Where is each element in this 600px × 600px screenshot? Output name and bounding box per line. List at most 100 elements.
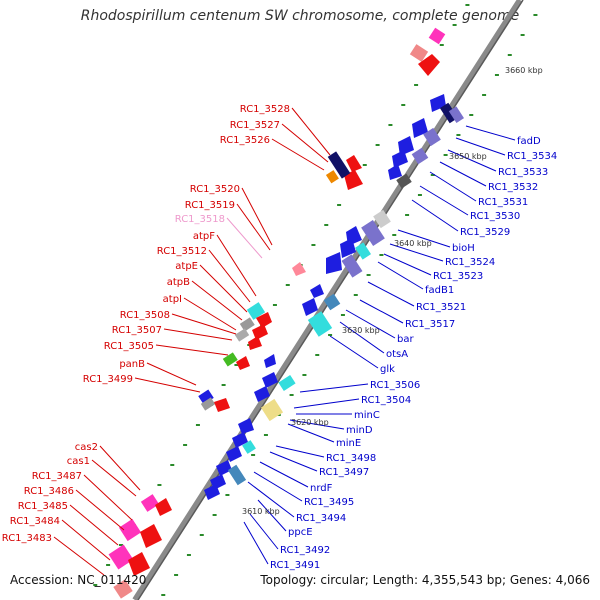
gene-label[interactable]: fadD [517,136,541,147]
gene-label[interactable]: panB [119,359,145,370]
gene-label[interactable]: RC1_3497 [319,467,369,478]
gene-glyph[interactable] [428,27,446,45]
gene-glyph[interactable] [242,440,256,454]
gene-label[interactable]: RC1_3529 [460,227,510,238]
gene-label[interactable]: RC1_3528 [240,104,290,115]
gene-arrow[interactable] [238,418,254,434]
gene-label[interactable]: RC1_3527 [230,120,280,131]
gene-label[interactable]: cas2 [75,442,98,453]
gene-label[interactable]: atpF [193,231,215,242]
gene-label[interactable]: RC1_3520 [190,184,240,195]
gene-arrow[interactable] [340,238,356,258]
gene-label[interactable]: RC1_3505 [104,341,154,352]
gene-glyph[interactable] [307,311,333,337]
gene-label[interactable]: RC1_3491 [270,560,320,571]
gene-glyph[interactable] [323,293,341,311]
gene-label[interactable]: RC1_3518 [175,214,225,225]
gene-label[interactable]: RC1_3531 [478,197,528,208]
gene-arrow[interactable] [128,552,150,576]
gene-glyph[interactable] [227,464,247,486]
gene-glyph[interactable] [222,352,238,367]
gene-glyph[interactable] [325,170,339,184]
gene-label[interactable]: RC1_3494 [296,513,346,524]
gene-glyph[interactable] [411,147,429,165]
gene-glyph[interactable] [396,173,412,189]
gene-arrow[interactable] [236,356,250,370]
gene-label[interactable]: RC1_3504 [361,395,411,406]
gene-glyph[interactable] [361,219,385,247]
gene-glyph[interactable] [448,106,465,124]
gene-glyph[interactable] [113,579,133,599]
gene-label[interactable]: atpI [163,294,182,305]
gene-label[interactable]: RC1_3508 [120,310,170,321]
gene-arrow[interactable] [344,170,363,190]
gene-arrow[interactable] [264,354,276,368]
gene-label[interactable]: otsA [386,349,408,360]
gene-label[interactable]: RC1_3519 [185,200,235,211]
gene-arrow[interactable] [292,262,306,276]
gene-arrow[interactable] [216,460,232,476]
gene-arrow[interactable] [214,398,230,412]
gene-arrow[interactable] [262,372,278,388]
gene-arrow[interactable] [254,386,270,402]
gene-label[interactable]: atpB [167,277,190,288]
gene-glyph[interactable] [354,242,372,260]
gene-arrow[interactable] [155,498,172,516]
gene-label[interactable]: RC1_3498 [326,453,376,464]
gene-label[interactable]: bar [397,334,414,345]
gene-glyph[interactable] [423,127,441,147]
gene-glyph[interactable] [246,302,266,320]
gene-label[interactable]: bioH [452,243,475,254]
gene-label[interactable]: minD [346,425,373,436]
gene-glyph[interactable] [108,544,134,570]
gene-glyph[interactable] [278,374,296,392]
gene-glyph[interactable] [234,328,250,342]
gene-label[interactable]: glk [380,364,395,375]
gene-arrow[interactable] [388,164,402,180]
gene-glyph[interactable] [341,254,363,278]
gene-label[interactable]: RC1_3499 [83,374,133,385]
gene-glyph[interactable] [373,209,391,229]
gene-arrow[interactable] [310,284,324,298]
gene-label[interactable]: RC1_3495 [304,497,354,508]
gene-arrow[interactable] [256,312,272,328]
gene-label[interactable]: RC1_3487 [32,471,82,482]
gene-label[interactable]: RC1_3485 [18,501,68,512]
gene-arrow[interactable] [392,150,408,168]
gene-label[interactable]: nrdF [310,483,333,494]
gene-label[interactable]: RC1_3492 [280,545,330,556]
gene-label[interactable]: cas1 [67,456,90,467]
gene-arrow[interactable] [204,484,220,500]
gene-label[interactable]: RC1_3532 [488,182,538,193]
gene-arrow[interactable] [346,155,362,172]
gene-label[interactable]: RC1_3521 [416,302,466,313]
gene-arrow[interactable] [232,432,248,448]
gene-arrow[interactable] [248,336,262,350]
gene-label[interactable]: RC1_3517 [405,319,455,330]
gene-label[interactable]: ppcE [288,527,313,538]
gene-arrow[interactable] [252,324,268,340]
gene-arrow[interactable] [226,446,242,462]
gene-label[interactable]: atpE [175,261,198,272]
gene-label[interactable]: RC1_3484 [10,516,60,527]
gene-label[interactable]: RC1_3483 [2,533,52,544]
gene-label[interactable]: minE [336,438,361,449]
gene-glyph[interactable] [140,494,160,512]
gene-label[interactable]: fadB1 [425,285,454,296]
gene-arrow[interactable] [140,524,162,548]
gene-label[interactable]: RC1_3506 [370,380,420,391]
gene-label[interactable]: RC1_3530 [470,211,520,222]
gene-label[interactable]: RC1_3486 [24,486,74,497]
gene-arrow[interactable] [418,54,440,76]
gene-label[interactable]: minC [354,410,380,421]
gene-glyph[interactable] [327,151,351,179]
gene-arrow[interactable] [412,118,428,138]
gene-arrow[interactable] [302,298,318,316]
gene-label[interactable]: RC1_3523 [433,271,483,282]
gene-glyph[interactable] [409,44,429,62]
gene-label[interactable]: RC1_3534 [507,151,557,162]
gene-glyph[interactable] [260,398,284,422]
gene-glyph[interactable] [239,317,255,332]
gene-label[interactable]: RC1_3507 [112,325,162,336]
gene-label[interactable]: RC1_3533 [498,167,548,178]
